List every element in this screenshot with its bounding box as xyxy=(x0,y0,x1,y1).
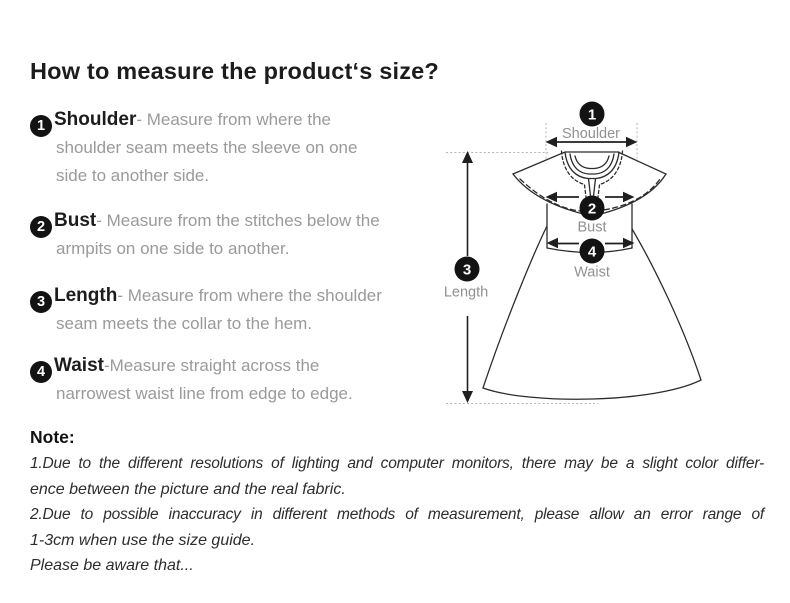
badge-waist-number: 4 xyxy=(588,244,597,261)
measurement-line: 3 Length- Measure from where the shoulder xyxy=(30,282,440,313)
measurement-term: Length xyxy=(54,285,118,306)
measurement-term: Shoulder xyxy=(54,109,137,130)
bust-arrow xyxy=(545,191,635,203)
measurement-desc: -Measure straight across the xyxy=(103,356,320,375)
note-body: 1.Due to the different resolutions of li… xyxy=(30,451,764,579)
label-bust: Bust xyxy=(577,220,606,236)
measurement-desc-line: shoulder seam meets the sleeve on one xyxy=(56,138,358,157)
badge-bust-number: 2 xyxy=(588,201,596,218)
measurement-desc: - Measure from where the xyxy=(136,110,331,129)
note-line: 1-3cm when use the size guide. xyxy=(30,531,256,549)
measurement-desc-line: armpits on one side to another. xyxy=(56,239,290,258)
shoulder-arrow xyxy=(545,136,638,148)
note-line: Please be aware that... xyxy=(30,557,194,575)
measurement-desc-line: narrowest waist line from edge to edge. xyxy=(56,384,353,403)
note-line: 2.Due to possible inaccuracy in differen… xyxy=(30,506,764,524)
neckline-outer xyxy=(564,151,620,180)
neckline-mid xyxy=(569,153,615,175)
measurement-line: 2 Bust- Measure from the stitches below t… xyxy=(30,207,440,238)
measurement-line: 1 Shoulder- Measure from where the xyxy=(30,106,440,137)
neck-dashed-right xyxy=(598,150,624,186)
badge-bust xyxy=(579,195,605,221)
label-shoulder: Shoulder xyxy=(562,126,620,142)
measurement-item-length: 3 Length- Measure from where the shoulder… xyxy=(30,282,440,338)
badge-length xyxy=(454,256,480,282)
measurement-line: 4 Waist-Measure straight across the xyxy=(30,352,440,383)
measurement-desc: - Measure from the stitches below the xyxy=(96,211,380,230)
note-line: 1.Due to the different resolutions of li… xyxy=(30,455,764,472)
measurement-desc-line: seam meets the collar to the hem. xyxy=(56,314,313,333)
label-length: Length xyxy=(444,285,488,301)
badge-shoulder-number: 1 xyxy=(588,107,596,124)
badge-shoulder xyxy=(579,101,605,127)
number-badge: 3 xyxy=(30,291,52,313)
badge-waist xyxy=(579,238,605,264)
neck-dashed-left xyxy=(560,150,586,186)
number-badge: 2 xyxy=(30,216,52,238)
number-badge: 4 xyxy=(30,361,52,383)
note-heading: Note: xyxy=(30,427,75,447)
note-line: ence between the picture and the real fa… xyxy=(30,480,346,498)
measurement-item-bust: 2 Bust- Measure from the stitches below t… xyxy=(30,207,440,263)
measurement-desc-line: side to another side. xyxy=(56,166,210,185)
measurement-term: Waist xyxy=(54,355,104,376)
measurement-term: Bust xyxy=(54,210,97,231)
measurement-item-shoulder: 1 Shoulder- Measure from where the shoulde… xyxy=(30,106,440,190)
length-arrow xyxy=(462,151,473,403)
measurement-desc: - Measure from where the shoulder xyxy=(117,286,382,305)
page-title: How to measure the product‘s size? xyxy=(30,57,439,84)
neckline-inner xyxy=(574,155,610,170)
diagram-labels: Shoulder Bust Length Waist xyxy=(444,126,620,301)
label-waist: Waist xyxy=(574,265,610,281)
waist-arrow xyxy=(546,237,635,249)
diagram-badges: 1 2 3 4 xyxy=(454,101,605,282)
badge-length-number: 3 xyxy=(463,262,471,279)
number-badge: 1 xyxy=(30,115,52,137)
measurement-item-waist: 4 Waist-Measure straight across the narrow… xyxy=(30,352,440,408)
